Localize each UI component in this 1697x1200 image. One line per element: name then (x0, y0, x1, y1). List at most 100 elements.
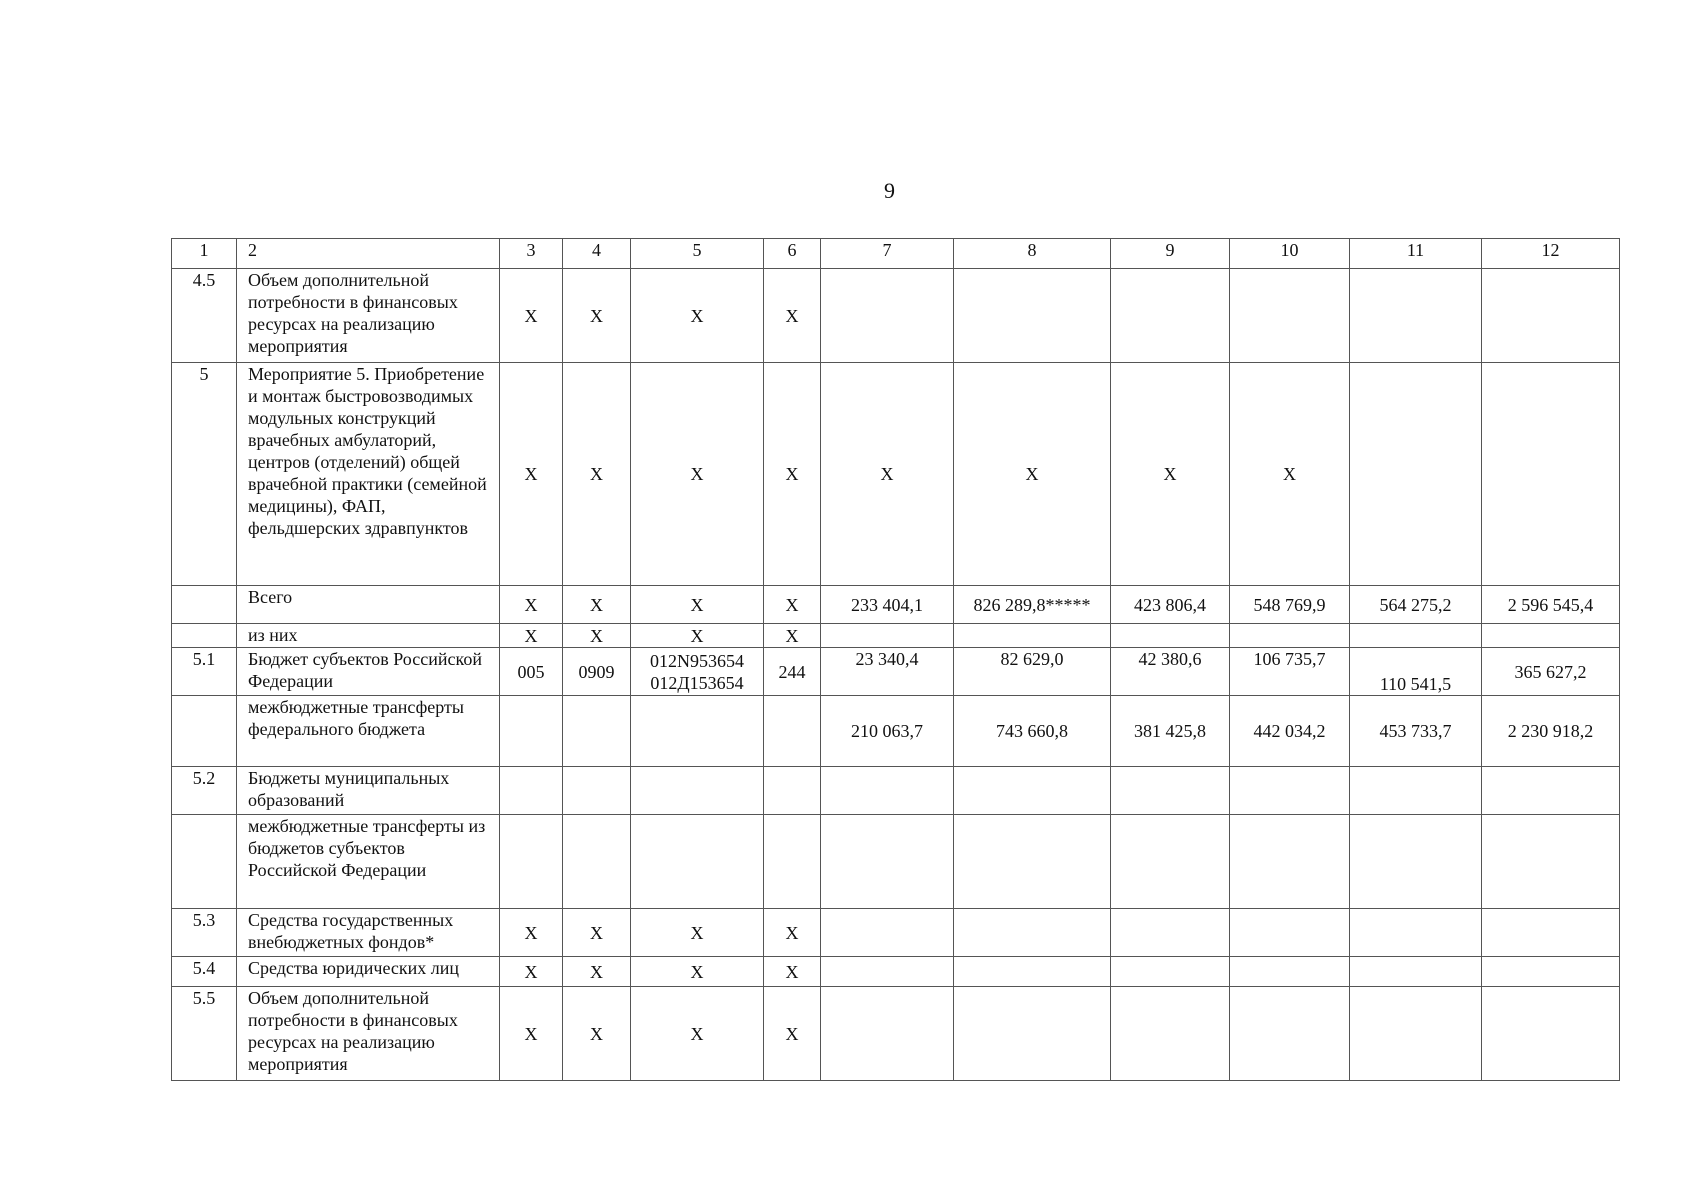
table-cell (171, 585, 237, 624)
table-cell (953, 766, 1111, 815)
table-cell: X (630, 956, 764, 987)
column-header: 8 (953, 238, 1111, 269)
table-cell (953, 268, 1111, 363)
table-cell (1481, 956, 1620, 987)
table-cell: X (630, 986, 764, 1081)
table-cell: X (820, 362, 954, 586)
table-cell (1110, 766, 1230, 815)
table-cell: X (630, 623, 764, 648)
column-header: 2 (236, 238, 500, 269)
column-header: 9 (1110, 238, 1230, 269)
table-cell (1349, 362, 1482, 586)
table-cell (499, 766, 563, 815)
table-cell: X (499, 623, 563, 648)
table-cell: Всего (236, 585, 500, 624)
column-header: 12 (1481, 238, 1620, 269)
table-cell: 548 769,9 (1229, 585, 1350, 624)
table-cell: X (953, 362, 1111, 586)
table-cell (562, 766, 631, 815)
table-cell (1110, 814, 1230, 909)
table-cell: X (499, 956, 563, 987)
table-cell: 5 (171, 362, 237, 586)
table-cell: X (630, 362, 764, 586)
table-cell (630, 814, 764, 909)
table-cell (820, 623, 954, 648)
table-cell (1349, 908, 1482, 957)
table-cell: X (499, 585, 563, 624)
table-cell: 5.2 (171, 766, 237, 815)
column-header: 5 (630, 238, 764, 269)
table-cell: 453 733,7 (1349, 695, 1482, 767)
table-cell (1481, 623, 1620, 648)
table-cell (499, 814, 563, 909)
table-cell: X (630, 908, 764, 957)
table-cell: 423 806,4 (1110, 585, 1230, 624)
table-cell: Средства юридических лиц (236, 956, 500, 987)
table-cell (953, 814, 1111, 909)
column-header: 1 (171, 238, 237, 269)
table-cell: 42 380,6 (1110, 647, 1230, 696)
table-cell: 5.3 (171, 908, 237, 957)
column-header: 7 (820, 238, 954, 269)
table-cell (763, 814, 821, 909)
table-cell (630, 766, 764, 815)
table-cell (1229, 986, 1350, 1081)
table-cell (820, 268, 954, 363)
table-cell: 23 340,4 (820, 647, 954, 696)
column-header: 10 (1229, 238, 1350, 269)
table-cell: 106 735,7 (1229, 647, 1350, 696)
table-cell: X (562, 362, 631, 586)
table-cell (820, 908, 954, 957)
table-cell: 233 404,1 (820, 585, 954, 624)
table-cell (1349, 623, 1482, 648)
table-cell (630, 695, 764, 767)
table-cell: 012N953654 012Д153654 (630, 647, 764, 696)
table-cell: 2 230 918,2 (1481, 695, 1620, 767)
table-cell (499, 695, 563, 767)
table-cell: Объем дополнительной потребности в финан… (236, 268, 500, 363)
table-cell (820, 986, 954, 1081)
table-cell: X (562, 956, 631, 987)
table-cell (1481, 362, 1620, 586)
header-row: 1 2 3 4 5 6 7 8 9 10 11 12 (171, 238, 1620, 269)
table-row: 5.3 Средства государственных внебюджетных… (171, 908, 1620, 957)
table-cell (1349, 814, 1482, 909)
table-cell (1229, 623, 1350, 648)
table-row: 5.5 Объем дополнительной потребности в фи… (171, 986, 1620, 1081)
table-cell: межбюджетные трансферты федерального бюд… (236, 695, 500, 767)
table-cell: X (499, 362, 563, 586)
table-cell: X (499, 986, 563, 1081)
table-cell: X (763, 362, 821, 586)
table-cell (1229, 268, 1350, 363)
column-header: 11 (1349, 238, 1482, 269)
table-cell (1481, 766, 1620, 815)
table-cell: из них (236, 623, 500, 648)
table-cell: 2 596 545,4 (1481, 585, 1620, 624)
table-row: межбюджетные трансферты федерального бюд… (171, 695, 1620, 767)
table-cell (1349, 986, 1482, 1081)
table-cell: Средства государственных внебюджетных фо… (236, 908, 500, 957)
table-cell: Бюджеты муниципальных образований (236, 766, 500, 815)
table-cell (953, 623, 1111, 648)
table-cell: X (763, 956, 821, 987)
table-cell: X (763, 585, 821, 624)
table-row: 5.1 Бюджет субъектов Российской Федерации… (171, 647, 1620, 696)
table-cell: 82 629,0 (953, 647, 1111, 696)
column-header: 4 (562, 238, 631, 269)
table-cell: X (499, 908, 563, 957)
table-row: из них X X X X (171, 623, 1620, 648)
table-cell (1110, 268, 1230, 363)
table-cell (820, 766, 954, 815)
table-cell: X (763, 986, 821, 1081)
column-header: 3 (499, 238, 563, 269)
table-cell (1481, 814, 1620, 909)
table-cell (1110, 908, 1230, 957)
table-row: 5.2 Бюджеты муниципальных образований (171, 766, 1620, 815)
table-row: 5 Мероприятие 5. Приобретение и монтаж бы… (171, 362, 1620, 586)
table-row: 4.5 Объем дополнительной потребности в фи… (171, 268, 1620, 363)
table-cell: 381 425,8 (1110, 695, 1230, 767)
table-cell: X (630, 268, 764, 363)
table-cell: X (1110, 362, 1230, 586)
table-row: Всего X X X X 233 404,1 826 289,8***** 423 806,… (171, 585, 1620, 624)
table-cell: X (763, 268, 821, 363)
